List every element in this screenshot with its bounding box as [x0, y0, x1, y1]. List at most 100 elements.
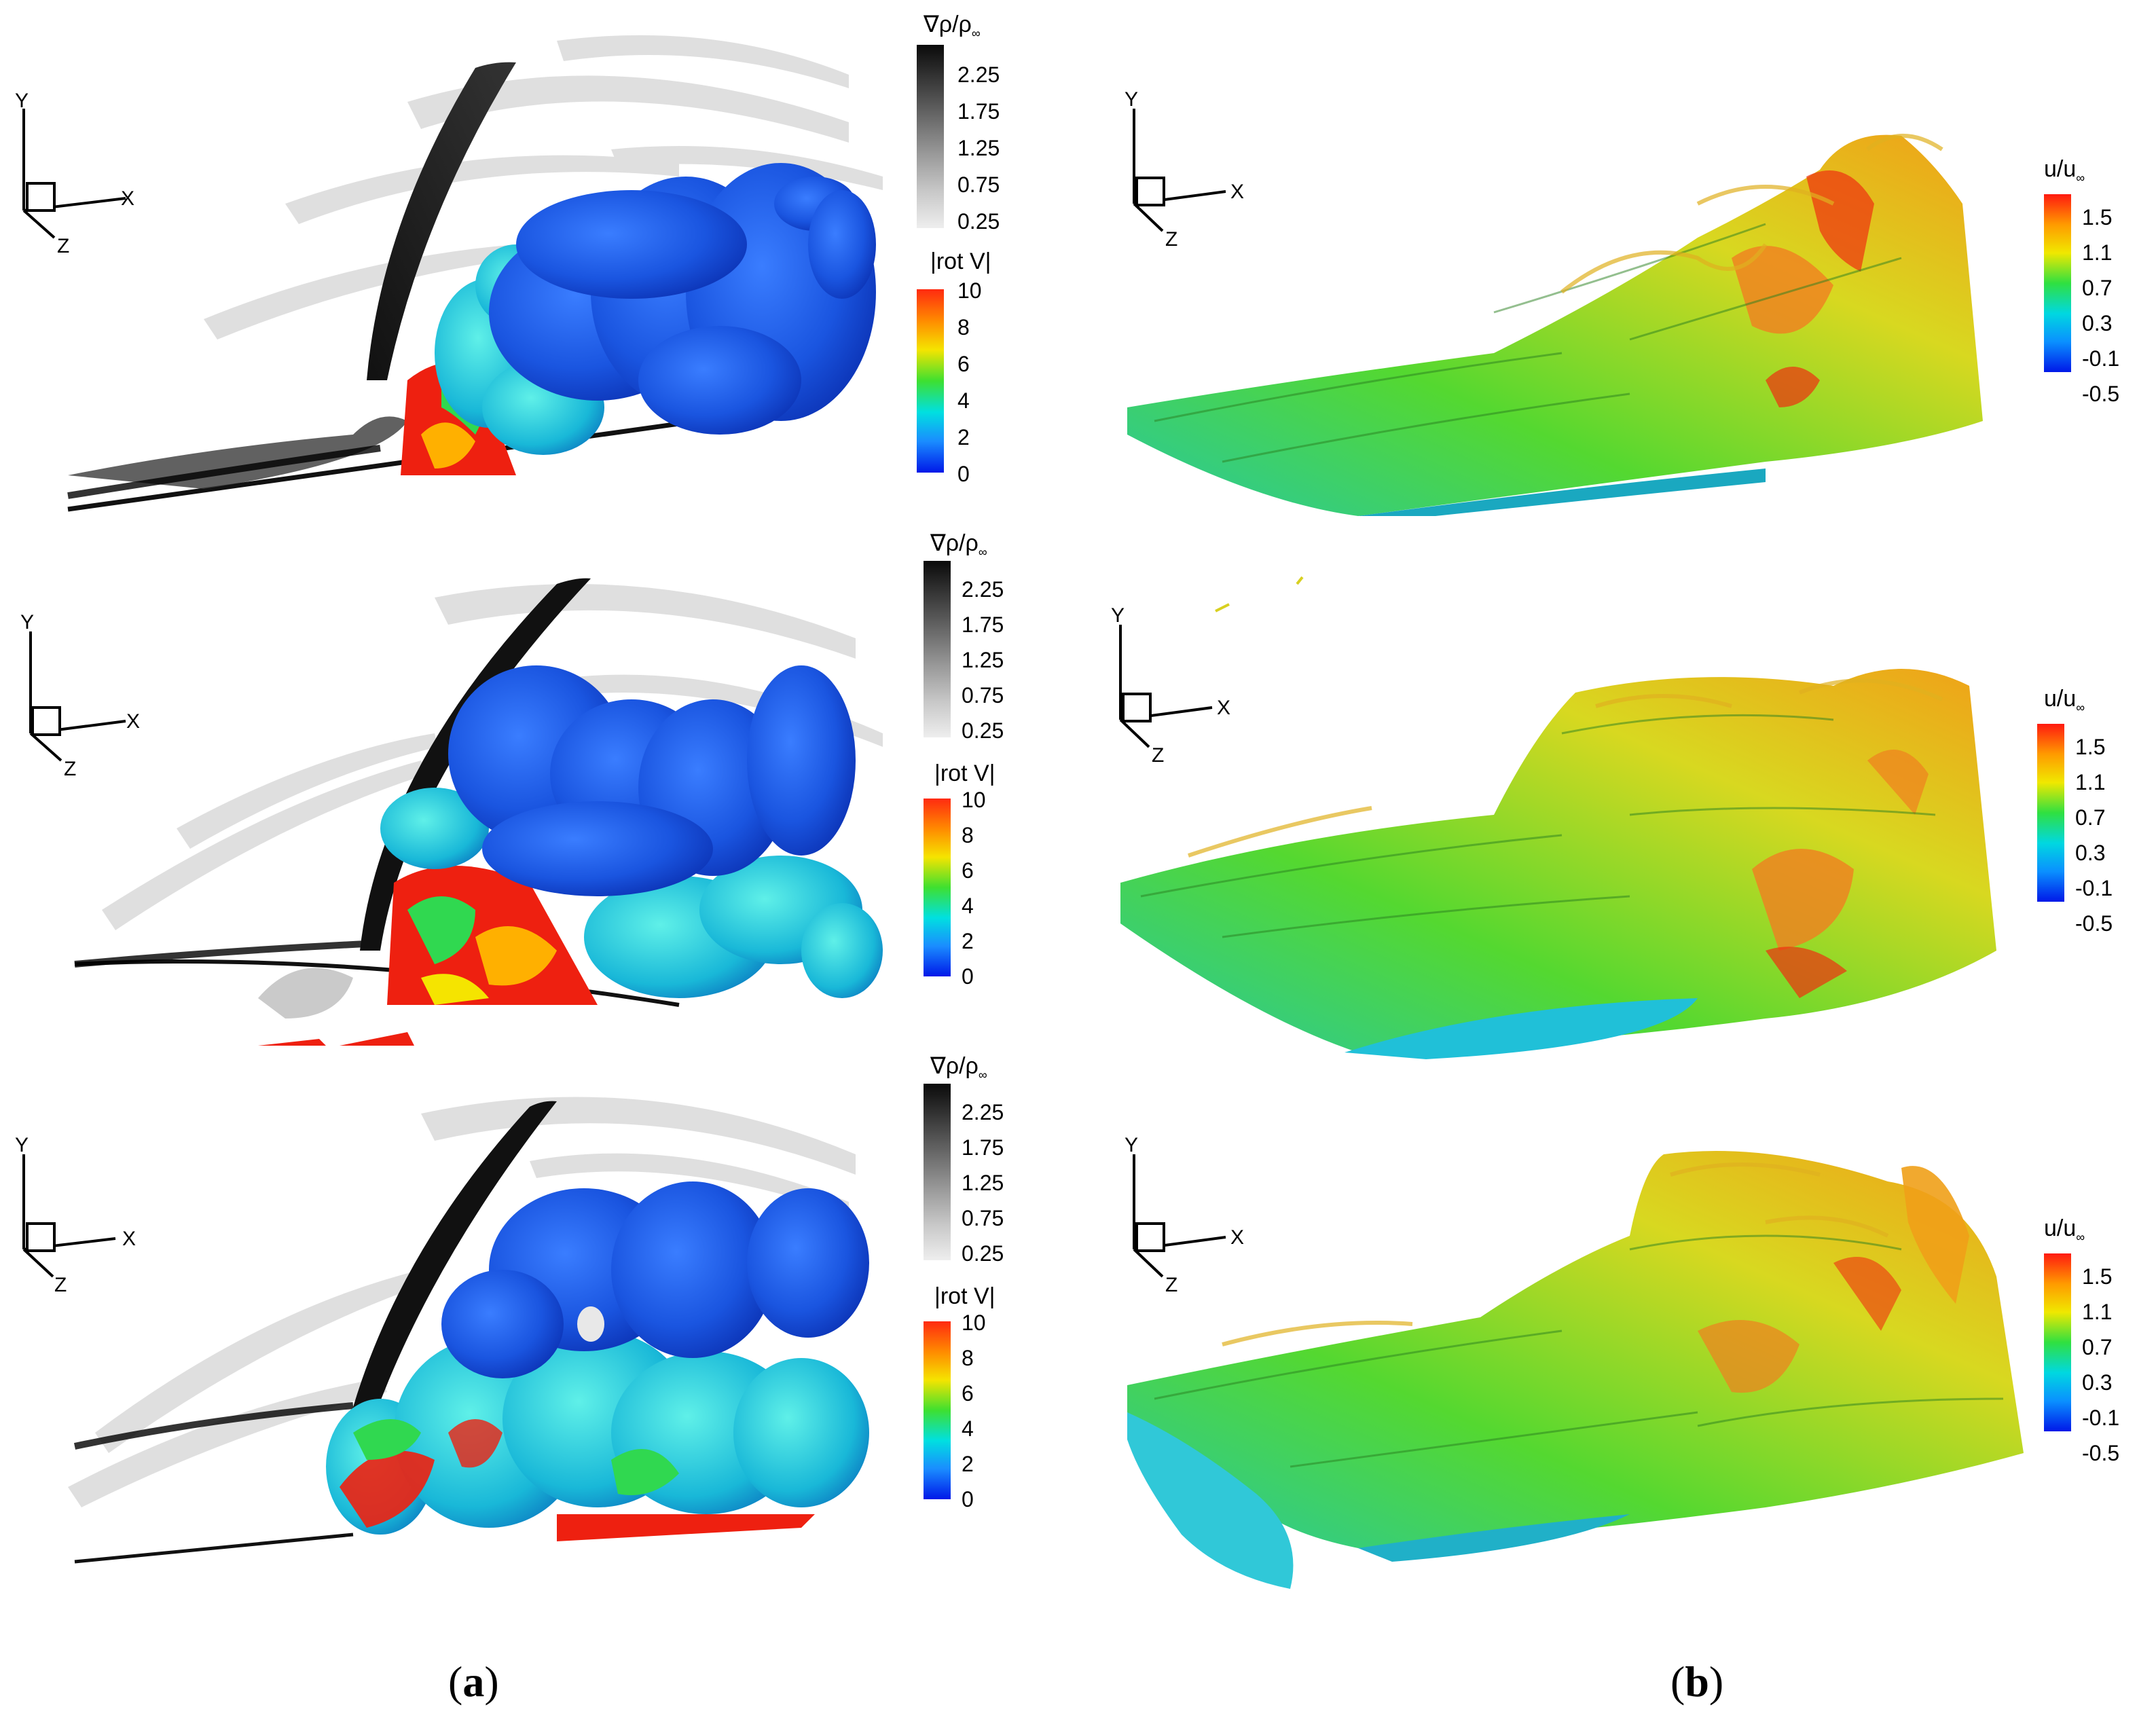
legend-tick: 0.75	[962, 1206, 1004, 1230]
x-axis-label: X	[121, 187, 134, 210]
axis-triad	[22, 109, 126, 239]
legend-title: |rot V|	[934, 1283, 995, 1309]
legend-tick: 1.75	[962, 1135, 1004, 1160]
legend-tick: 2.25	[962, 1100, 1004, 1124]
vortex-red-region	[340, 1450, 435, 1528]
legend-title: |rot V|	[934, 760, 995, 786]
shock-wave	[360, 578, 591, 951]
y-axis-label: Y	[1111, 604, 1125, 627]
legend-colorbar	[924, 561, 951, 737]
legend-tick: 8	[962, 823, 974, 847]
legend-tick: 0.25	[957, 209, 1000, 234]
legend-tick: 4	[962, 894, 974, 918]
legend-tick: -0.1	[2075, 876, 2113, 900]
legend-tick: 0.7	[2082, 1335, 2113, 1359]
legend-tick: 0.75	[962, 683, 1004, 708]
velocity-legend: u/u∞ 1.5 1.1 0.7 0.3 -0.1 -0.5	[2044, 156, 2153, 407]
density-streaks	[204, 35, 883, 340]
caption-a: (a)	[448, 1657, 499, 1706]
panel-a-row-3: Y X Z ∇ρ/ρ∞ 2.25 1.75 1.25 0.75 0.25 |ro…	[0, 1052, 1059, 1569]
vortex-tube-field	[1127, 134, 1983, 516]
legend-tick: 0.3	[2082, 1370, 2113, 1395]
vortex-blue-structures	[489, 163, 876, 435]
legend-colorbar	[924, 1084, 951, 1260]
legend-tick: 1.25	[957, 136, 1000, 160]
y-axis-label: Y	[1125, 88, 1138, 111]
legend-tick: 10	[957, 278, 982, 303]
vortex-cyan-structures	[380, 788, 883, 998]
legend-colorbar	[924, 1321, 951, 1499]
z-axis-label: Z	[54, 1274, 67, 1296]
boundary-layer	[73, 1402, 354, 1450]
velocity-legend: u/u∞ 1.5 1.1 0.7 0.3 -0.1 -0.5	[2037, 686, 2153, 937]
x-axis-label: X	[1230, 1226, 1244, 1249]
legend-tick: 0.25	[962, 718, 1004, 743]
legend-tick: 0.7	[2082, 276, 2113, 300]
legend-tick: 0.3	[2082, 311, 2113, 335]
panel-a-row-2: Y X Z ∇ρ/ρ∞ 2.25 1.75 1.25 0.75 0.25 |ro…	[0, 530, 1059, 1046]
legend-colorbar	[924, 799, 951, 976]
legend-tick: 1.1	[2082, 240, 2113, 265]
axis-triad	[1133, 109, 1226, 232]
vorticity-legend: |rot V| 10 8 6 4 2 0	[910, 249, 1059, 493]
legend-title: u/u∞	[2044, 686, 2085, 714]
density-gradient-legend: ∇ρ/ρ∞ 2.25 1.75 1.25 0.75 0.25	[917, 1052, 1059, 1266]
z-axis-label: Z	[1165, 1274, 1177, 1296]
legend-tick: -0.5	[2082, 1441, 2120, 1465]
legend-tick: 0.25	[962, 1241, 1004, 1266]
legend-tick: 2.25	[957, 62, 1000, 87]
wall-line	[74, 1533, 354, 1564]
x-axis-label: X	[1230, 181, 1244, 203]
y-axis-label: Y	[15, 90, 29, 112]
axis-triad	[1133, 1154, 1226, 1278]
legend-colorbar	[917, 289, 944, 473]
panel-b-row-2: Y X Z u/u∞ 1.5 1.1 0.7 0.3 -0.1 -0.5	[1086, 530, 2156, 1059]
legend-tick: 10	[962, 1310, 986, 1335]
y-axis-label: Y	[15, 1134, 29, 1156]
legend-tick: 2.25	[962, 577, 1004, 602]
legend-tick: 4	[957, 388, 970, 413]
vortex-blue-structures	[441, 1181, 869, 1378]
legend-tick: 0.75	[957, 172, 1000, 197]
legend-tick: 1.5	[2075, 735, 2106, 759]
density-vorticity-scene: Y X Z	[15, 35, 883, 512]
z-axis-label: Z	[64, 758, 76, 780]
legend-tick: 0.3	[2075, 841, 2106, 865]
legend-colorbar	[2044, 1253, 2071, 1431]
caption-b: (b)	[1670, 1657, 1724, 1706]
legend-tick: 10	[962, 788, 986, 812]
legend-tick: 1.5	[2082, 1264, 2113, 1289]
x-axis-label: X	[126, 710, 140, 733]
density-gradient-legend: ∇ρ/ρ∞ 2.25 1.75 1.25 0.75 0.25	[917, 530, 1059, 743]
legend-colorbar	[2044, 194, 2071, 372]
legend-tick: 1.5	[2082, 205, 2113, 230]
x-axis-label: X	[122, 1228, 136, 1250]
legend-title: u/u∞	[2044, 1215, 2085, 1244]
shock-wave	[367, 62, 516, 381]
legend-tick: 2	[957, 425, 970, 450]
axis-triad	[29, 631, 126, 762]
velocity-isosurface-scene: Y X Z	[1125, 88, 1983, 516]
legend-tick: 2	[962, 929, 974, 953]
z-axis-label: Z	[1152, 744, 1164, 767]
legend-tick: 0	[962, 964, 974, 989]
legend-tick: 0.7	[2075, 805, 2106, 830]
legend-title: ∇ρ/ρ∞	[930, 530, 987, 559]
legend-tick: -0.5	[2082, 382, 2120, 406]
legend-title: |rot V|	[930, 249, 991, 274]
density-vorticity-scene: Y X Z	[15, 1097, 869, 1564]
vortex-tube-field	[1120, 669, 1996, 1052]
legend-tick: 2	[962, 1452, 974, 1476]
legend-tick: 1.1	[2082, 1300, 2113, 1324]
boundary-layer	[258, 968, 353, 1019]
legend-tick: -0.1	[2082, 346, 2120, 371]
y-axis-label: Y	[1125, 1134, 1138, 1156]
density-vorticity-scene: Y X Z	[20, 578, 883, 1046]
boundary-layer	[68, 416, 407, 489]
legend-tick: -0.5	[2075, 911, 2113, 936]
axis-triad	[1119, 625, 1213, 748]
panel-a-row-1: Y X Z ∇ρ/ρ∞ 2.25 1.75 1.25 0.75 0.25 |ro…	[0, 0, 1059, 516]
legend-tick: 0	[957, 462, 970, 486]
panel-b-row-1: Y X Z u/u∞ 1.5 1.1 0.7 0.3 -0.1 -0.5	[1086, 0, 2156, 516]
z-axis-label: Z	[1165, 228, 1177, 251]
